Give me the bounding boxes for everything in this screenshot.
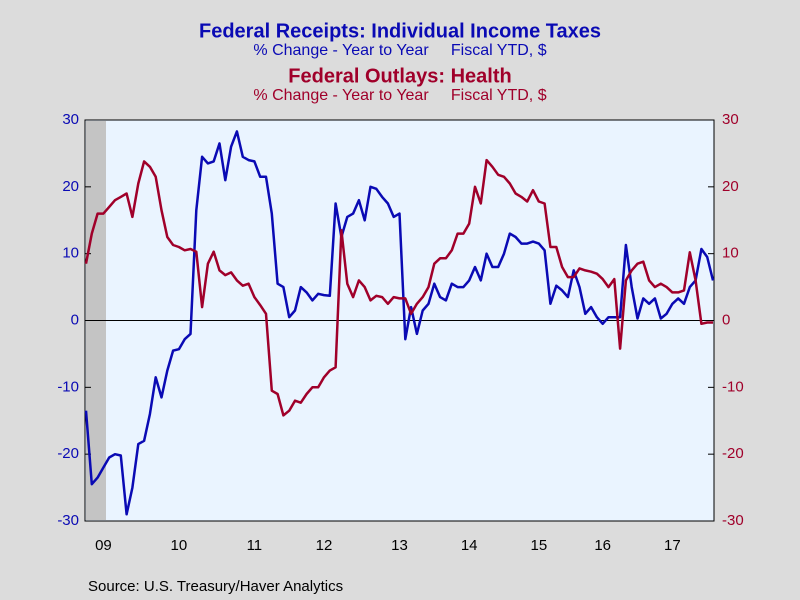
y-tick-label: 0 xyxy=(71,311,79,328)
x-tick-label: 10 xyxy=(171,537,188,554)
x-tick-label: 11 xyxy=(247,537,263,554)
x-tick-label: 12 xyxy=(316,537,333,554)
y2-tick-label: -30 xyxy=(722,512,744,529)
y-tick-label: -30 xyxy=(57,512,79,529)
y2-tick-label: 30 xyxy=(722,111,739,128)
subtitle: % Change - Year to Year Fiscal YTD, $ xyxy=(253,87,546,104)
y-tick-label: -20 xyxy=(57,445,79,462)
y2-tick-label: 20 xyxy=(722,178,739,195)
series-line xyxy=(84,158,713,417)
y2-tick-label: 0 xyxy=(722,311,730,328)
series-line xyxy=(84,130,715,516)
x-tick-label: 17 xyxy=(664,537,681,554)
x-tick-label: 15 xyxy=(530,537,547,554)
y2-tick-label: 10 xyxy=(722,245,739,262)
y-tick-label: 30 xyxy=(62,111,79,128)
y-tick-label: 10 xyxy=(62,245,79,262)
y-tick-label: 20 xyxy=(62,178,79,195)
y2-tick-label: -20 xyxy=(722,445,744,462)
x-tick-label: 16 xyxy=(594,537,611,554)
x-tick-label: 13 xyxy=(391,537,408,554)
y2-tick-label: -10 xyxy=(722,378,744,395)
x-tick-label: 14 xyxy=(461,537,478,554)
y-tick-label: -10 xyxy=(57,378,79,395)
title: Federal Receipts: Individual Income Taxe… xyxy=(199,20,601,42)
x-tick-label: 09 xyxy=(95,537,112,554)
subtitle: % Change - Year to Year Fiscal YTD, $ xyxy=(253,42,546,59)
title: Federal Outlays: Health xyxy=(288,65,511,87)
source: Source: U.S. Treasury/Haver Analytics xyxy=(88,578,343,595)
